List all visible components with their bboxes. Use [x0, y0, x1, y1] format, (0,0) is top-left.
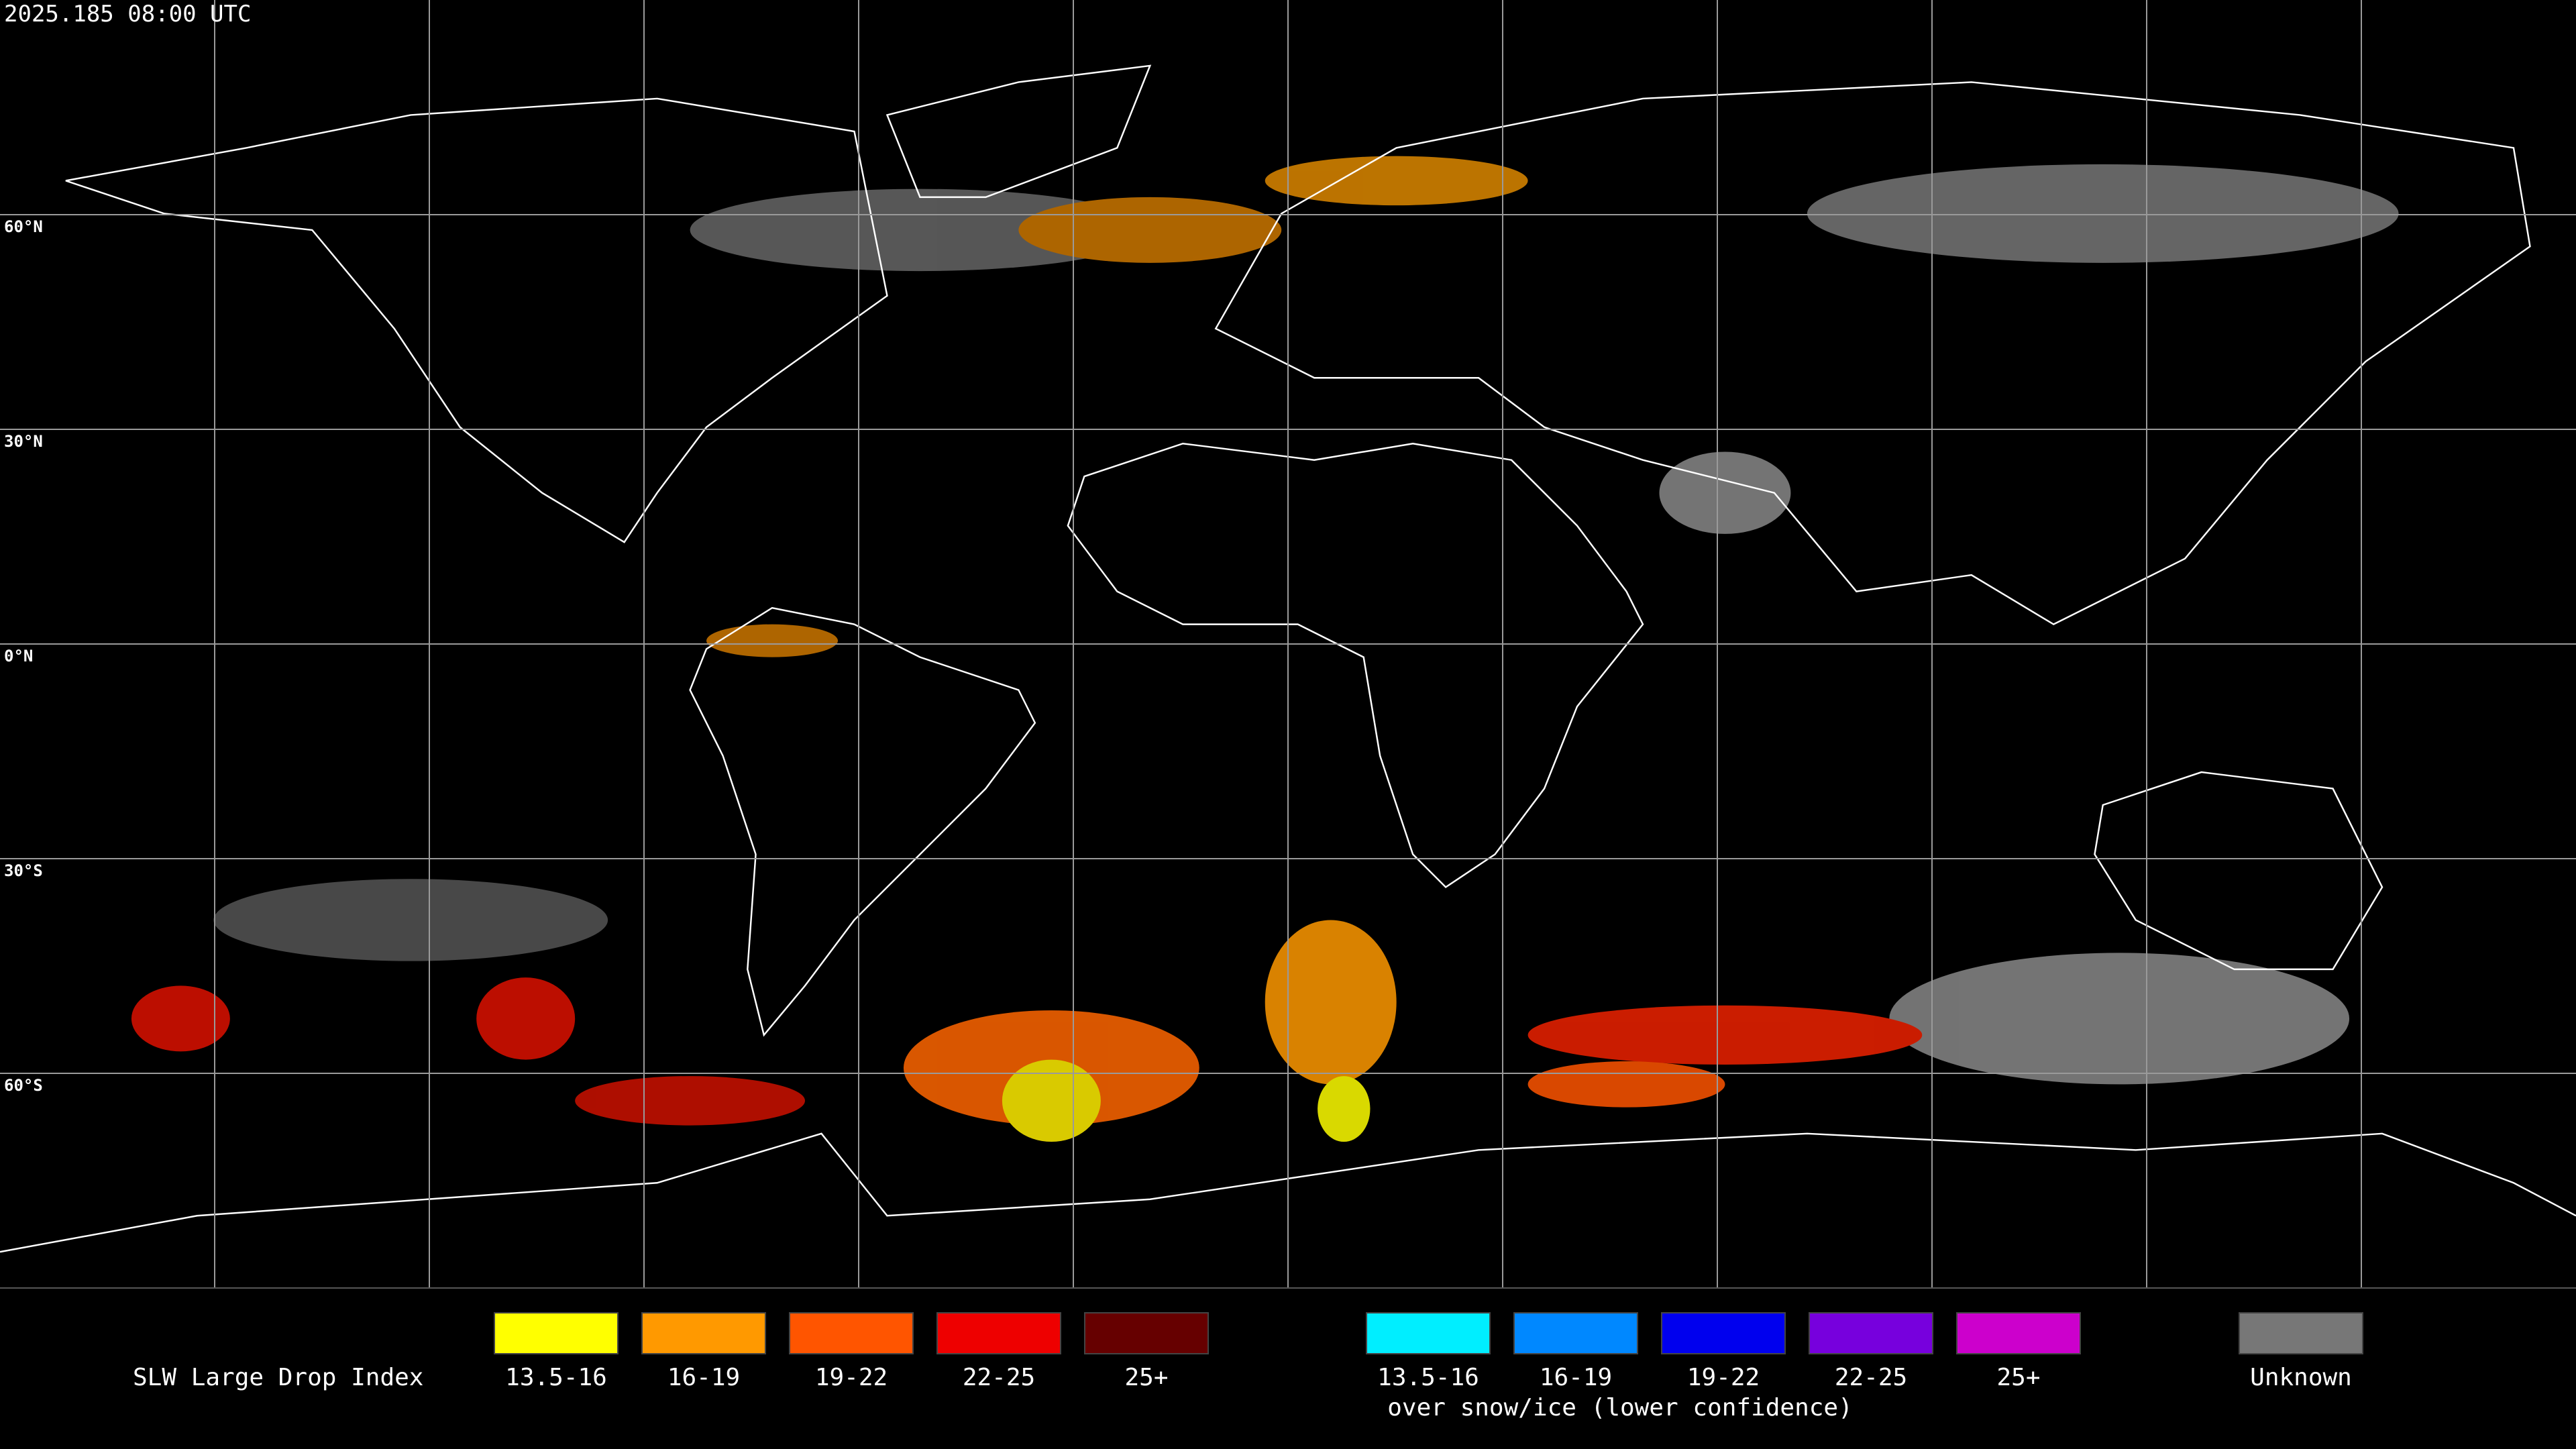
map-layer: [0, 64, 2576, 1253]
legend-label: 13.5-16: [1377, 1364, 1479, 1391]
south-america: [689, 606, 1036, 1037]
cloud: [1318, 1076, 1371, 1142]
cloud: [1889, 953, 2350, 1085]
cloud: [1527, 1061, 1725, 1108]
legend-swatch: [2239, 1312, 2363, 1354]
legend-swatch: [1366, 1312, 1491, 1354]
legend-swatch: [1084, 1312, 1209, 1354]
cloud: [1527, 1005, 1923, 1065]
legend-label: Unknown: [2250, 1364, 2352, 1391]
africa: [1067, 442, 1644, 889]
antarctica: [0, 1132, 2576, 1253]
legend-label: 25+: [1124, 1364, 1168, 1391]
cloud: [476, 977, 576, 1060]
coastlines: [0, 64, 2576, 1253]
legend-swatch: [641, 1312, 766, 1354]
legend-swatch: [494, 1312, 619, 1354]
cloud: [1265, 920, 1397, 1085]
legend-label: 16-19: [1540, 1364, 1612, 1391]
cloud: [1018, 197, 1282, 263]
cloud: [706, 624, 838, 657]
greenland: [885, 64, 1152, 199]
legend-title: SLW Large Drop Index: [133, 1364, 423, 1391]
legend-swatch: [1661, 1312, 1786, 1354]
north-america: [65, 97, 888, 543]
legend-label: 16-19: [667, 1364, 740, 1391]
graticule: 60°N 30°N 0°N 30°S 60°S: [0, 0, 2576, 1288]
cloud: [1002, 1059, 1101, 1142]
timestamp: 2025.185 08:00 UTC: [4, 1, 251, 28]
legend-swatch: [936, 1312, 1061, 1354]
clouds: [131, 156, 2399, 1142]
cloud: [1807, 164, 2399, 263]
australia: [2094, 771, 2383, 971]
legend-label: 22-25: [963, 1364, 1035, 1391]
legend-label: 22-25: [1835, 1364, 1907, 1391]
lat-label: 0°N: [4, 647, 33, 665]
legend-swatch: [1513, 1312, 1638, 1354]
cloud: [1265, 156, 1528, 206]
lat-label: 60°N: [4, 217, 43, 236]
cloud: [131, 985, 230, 1052]
eurasia: [1214, 81, 2531, 626]
legend-swatch: [789, 1312, 914, 1354]
cloud: [213, 879, 608, 961]
cloud: [690, 189, 1150, 272]
legend-swatch: [1956, 1312, 2081, 1354]
snow-note: over snow/ice (lower confidence): [1387, 1394, 1853, 1421]
lat-label: 60°S: [4, 1076, 43, 1095]
lat-label: 30°N: [4, 432, 43, 451]
lat-label: 30°S: [4, 861, 43, 880]
legend-label: 19-22: [1687, 1364, 1760, 1391]
legend-label: 13.5-16: [505, 1364, 607, 1391]
legend-label: 25+: [1996, 1364, 2040, 1391]
cloud: [575, 1076, 806, 1126]
legend-swatch: [1809, 1312, 1933, 1354]
legend-label: 19-22: [815, 1364, 888, 1391]
